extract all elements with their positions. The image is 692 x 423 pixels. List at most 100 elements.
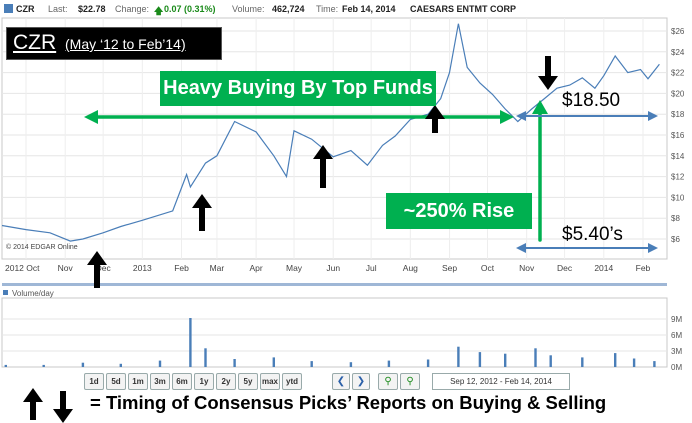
x-tick-label: Apr [249, 263, 262, 273]
volume-bar [42, 364, 45, 367]
volume-y-axis: 9M 6M 3M 0M [671, 315, 682, 372]
x-tick-label: 2013 [133, 263, 152, 273]
volume-bar [653, 361, 656, 367]
x-tick-label: Nov [519, 263, 535, 273]
volume-bar [581, 357, 584, 367]
range-button-1m[interactable]: 1m [128, 373, 148, 390]
legend: = Timing of Consensus Picks’ Reports on … [0, 388, 692, 423]
volume-bar [272, 357, 275, 367]
volume-bar [189, 318, 192, 367]
header-ticker: CZR [16, 4, 35, 14]
range-button-ytd[interactable]: ytd [282, 373, 302, 390]
zoom-in-icon[interactable]: ⚲ [378, 373, 398, 390]
low-price-label: $5.40’s [562, 224, 623, 245]
quote-header: CZR Last: $22.78 Change: 🡅 0.07 (0.31%) … [0, 0, 692, 18]
price-tick-label: $14 [671, 152, 685, 161]
buy-arrow-icon [87, 251, 107, 288]
high-price-arrow [516, 111, 658, 121]
range-button-3m[interactable]: 3m [150, 373, 170, 390]
zoom-out-icon[interactable]: ⚲ [400, 373, 420, 390]
x-tick-label: Nov [58, 263, 74, 273]
volume-bar [81, 362, 85, 367]
volume-value: 462,724 [272, 4, 305, 14]
volume-bar [478, 352, 482, 367]
legend-text: = Timing of Consensus Picks’ Reports on … [90, 392, 607, 413]
range-button-5y[interactable]: 5y [238, 373, 258, 390]
x-tick-label: Feb [636, 263, 651, 273]
price-tick-label: $22 [671, 69, 685, 78]
x-tick-label: Aug [403, 263, 418, 273]
x-tick-label: Feb [174, 263, 189, 273]
range-button-2y[interactable]: 2y [216, 373, 236, 390]
next-arrow-icon[interactable]: ❯ [352, 373, 370, 390]
volume-grid [1, 297, 668, 368]
volume-header-bar [2, 283, 667, 286]
price-tick-label: $18 [671, 110, 685, 119]
volume-tick-label: 6M [671, 331, 682, 340]
price-line [1, 23, 660, 242]
buy-arrow-icon [192, 194, 212, 231]
volume-bar [204, 348, 207, 367]
volume-bar [534, 348, 537, 367]
volume-bar [387, 360, 391, 367]
price-tick-label: $12 [671, 173, 685, 182]
rise-arrow [532, 100, 548, 242]
price-tick-label: $6 [671, 235, 680, 244]
quote-icon [4, 4, 13, 15]
volume-bar [426, 359, 430, 367]
time-value: Feb 14, 2014 [342, 4, 396, 14]
x-tick-label: Jun [326, 263, 340, 273]
range-button-1d[interactable]: 1d [84, 373, 104, 390]
price-y-axis: $26 $24 $22 $20 $18 $16 $14 $12 $10 $8 $6 [671, 27, 685, 244]
volume-bar [4, 364, 7, 367]
volume-bar [119, 363, 122, 367]
price-tick-label: $16 [671, 131, 685, 140]
price-tick-label: $26 [671, 27, 685, 36]
range-button-max[interactable]: max [260, 373, 280, 390]
high-price-label: $18.50 [562, 90, 621, 111]
x-axis: 2012 Oct Nov Dec 2013 Feb Mar Apr May Jun Jul Aug S… [5, 263, 651, 273]
volume-bar [549, 355, 552, 367]
buy-arrow-icon [425, 105, 445, 133]
price-plot-frame [1, 17, 668, 260]
change-value: 0.07 (0.31%) [164, 4, 216, 14]
volume-panel: Volume/day [2, 283, 667, 298]
volume-label: Volume/day [12, 289, 54, 298]
report-timing-arrows [87, 56, 558, 288]
volume-tick-label: 0M [671, 363, 682, 372]
price-tick-label: $8 [671, 214, 680, 223]
volume-bar [349, 362, 353, 367]
rise-label: ~250% Rise [386, 193, 532, 229]
date-range-field[interactable]: Sep 12, 2012 - Feb 14, 2014 [432, 373, 570, 390]
range-button-5d[interactable]: 5d [106, 373, 126, 390]
up-arrow-icon: 🡅 [154, 6, 164, 16]
x-tick-label: Sep [442, 263, 457, 273]
title-ticker: CZR [13, 31, 57, 54]
sell-arrow-icon [538, 56, 558, 90]
range-button-6m[interactable]: 6m [172, 373, 192, 390]
edgar-watermark: © 2014 EDGAR Online [6, 243, 78, 251]
volume-plot-frame [1, 297, 668, 368]
last-label: Last: [48, 4, 68, 14]
ticker-title-box: CZR (May ‘12 to Feb’14) [6, 27, 222, 60]
company-name: CAESARS ENTMT CORP [410, 4, 517, 14]
change-label: Change: [115, 4, 150, 14]
price-tick-label: $10 [671, 193, 685, 202]
range-button-1y[interactable]: 1y [194, 373, 214, 390]
volume-bars [4, 318, 656, 367]
volume-legend-swatch [3, 290, 8, 295]
x-tick-label: Oct [481, 263, 495, 273]
price-tick-label: $24 [671, 48, 685, 57]
volume-tick-label: 3M [671, 347, 682, 356]
x-tick-label: Dec [557, 263, 573, 273]
legend-arrows-icon [23, 388, 73, 423]
volume-tick-label: 9M [671, 315, 682, 324]
volume-bar [614, 353, 617, 367]
volume-bar [457, 346, 460, 367]
volume-bar [310, 361, 313, 367]
volume-bar [504, 353, 507, 367]
prev-arrow-icon[interactable]: ❮ [332, 373, 350, 390]
time-label: Time: [316, 4, 339, 14]
last-price: $22.78 [78, 4, 106, 14]
